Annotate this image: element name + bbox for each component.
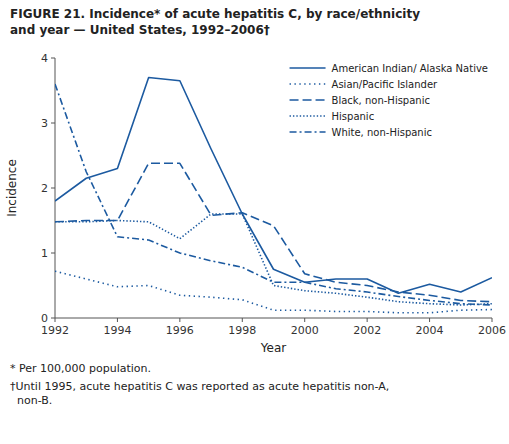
series-line <box>55 271 492 313</box>
series-line <box>55 84 492 305</box>
legend-swatch <box>290 115 326 117</box>
x-tick-label: 2000 <box>291 324 319 337</box>
y-tick <box>51 58 55 59</box>
x-tick <box>179 318 180 322</box>
x-tick-label: 1998 <box>228 324 256 337</box>
legend-label: American Indian/ Alaska Native <box>332 63 488 74</box>
legend-label: Black, non-Hispanic <box>332 95 430 106</box>
x-tick-label: 2004 <box>416 324 444 337</box>
y-tick-label: 0 <box>41 312 48 325</box>
title-line: and year — United States, 1992–2006† <box>10 23 270 37</box>
footnote-line: * Per 100,000 population. <box>10 362 151 375</box>
footnote: †Until 1995, acute hepatitis C was repor… <box>10 380 389 407</box>
legend-swatch <box>290 99 326 101</box>
legend: American Indian/ Alaska Native Asian/Paci… <box>290 63 488 138</box>
y-tick <box>51 253 55 254</box>
y-tick-label: 4 <box>41 52 48 65</box>
x-tick <box>367 318 368 322</box>
axes: 1992 1994 1996 1998 2000 2002 2004 2006 0 1 2 3 4 <box>41 52 506 337</box>
title: FIGURE 21. Incidence* of acute hepatitis… <box>10 7 420 37</box>
y-tick-label: 2 <box>41 182 48 195</box>
x-tick <box>429 318 430 322</box>
y-tick <box>51 188 55 189</box>
x-tick <box>55 318 56 322</box>
x-tick <box>492 318 493 322</box>
y-tick <box>51 123 55 124</box>
chart: FIGURE 21. Incidence* of acute hepatitis… <box>0 0 509 444</box>
x-tick-label: 1994 <box>103 324 131 337</box>
x-tick <box>304 318 305 322</box>
legend-swatch <box>290 67 326 69</box>
legend-swatch <box>290 83 326 85</box>
y-tick-label: 1 <box>41 247 48 260</box>
y-tick-label: 3 <box>41 117 48 130</box>
y-axis-label: Incidence <box>5 159 19 217</box>
series-line <box>55 78 492 294</box>
legend-label: White, non-Hispanic <box>332 127 432 138</box>
footnote: * Per 100,000 population. <box>10 362 151 375</box>
footnote-line: †Until 1995, acute hepatitis C was repor… <box>10 380 389 393</box>
x-tick <box>117 318 118 322</box>
footnote-line: non-B. <box>10 394 52 407</box>
series-line <box>55 214 492 305</box>
legend-swatch <box>290 131 326 133</box>
x-tick-label: 2002 <box>353 324 381 337</box>
y-tick <box>51 318 55 319</box>
x-axis-line <box>55 318 492 319</box>
x-tick-label: 1996 <box>166 324 194 337</box>
x-tick-label: 1992 <box>41 324 69 337</box>
plot-area <box>55 78 492 313</box>
x-axis-label: Year <box>260 341 286 355</box>
x-tick <box>242 318 243 322</box>
series-line <box>55 163 492 301</box>
x-tick-label: 2006 <box>478 324 506 337</box>
legend-label: Asian/Pacific Islander <box>332 79 439 90</box>
title-line: FIGURE 21. Incidence* of acute hepatitis… <box>10 7 420 21</box>
legend-label: Hispanic <box>332 111 375 122</box>
